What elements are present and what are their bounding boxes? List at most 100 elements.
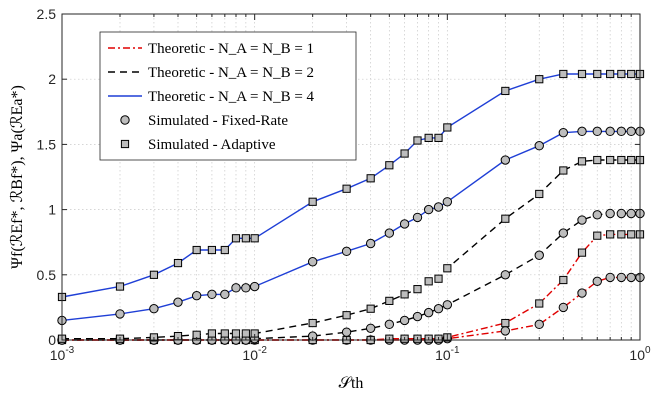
- data-point-N1-adaptive: [617, 230, 626, 239]
- data-point-N4-fixed: [412, 212, 423, 223]
- data-point-N1-fixed: [577, 288, 587, 298]
- data-point-N2-adaptive: [207, 329, 217, 338]
- data-point-N4-fixed: [577, 126, 587, 137]
- data-point-N4-adaptive: [434, 133, 443, 142]
- x-tick-label: 100: [629, 345, 651, 363]
- data-point-N4-adaptive: [501, 86, 510, 96]
- axes-frame: [61, 13, 641, 341]
- series-line-N1-adaptive: [62, 233, 640, 341]
- data-point-N4-fixed: [433, 202, 444, 212]
- data-point-N1-adaptive: [535, 299, 544, 308]
- data-point-N2-adaptive: [593, 155, 602, 165]
- data-point-N4-fixed: [115, 309, 125, 319]
- data-point-N2-fixed: [592, 210, 602, 220]
- y-tick-label: 0.5: [37, 267, 57, 283]
- data-point-N1-fixed: [592, 276, 602, 287]
- data-point-N2-adaptive: [385, 296, 394, 305]
- data-point-N2-fixed: [577, 215, 587, 225]
- legend-label: Theoretic - N_A = N_B = 4: [148, 89, 315, 105]
- data-point-N4-adaptive: [617, 69, 626, 79]
- data-point-N2-fixed: [534, 250, 544, 260]
- data-point-N4-fixed: [173, 297, 183, 307]
- data-point-N4-adaptive: [149, 270, 159, 279]
- y-tick-label: 0: [48, 332, 56, 348]
- y-tick-label: 2.5: [37, 6, 57, 22]
- data-point-N1-adaptive: [627, 230, 636, 239]
- legend-label: Theoretic - N_A = N_B = 2: [148, 65, 314, 81]
- data-point-N4-adaptive: [207, 245, 217, 255]
- data-point-N4-fixed: [399, 219, 410, 229]
- data-point-N4-adaptive: [535, 75, 544, 84]
- series-line-N2-adaptive: [62, 159, 640, 340]
- data-point-N2-adaptive: [424, 277, 433, 286]
- data-point-N1-fixed: [616, 272, 627, 283]
- data-point-N4-adaptive: [342, 184, 351, 193]
- data-point-N1-fixed: [534, 319, 544, 330]
- data-point-N4-fixed: [231, 283, 241, 293]
- data-point-N4-fixed: [307, 257, 318, 267]
- legend-label: Simulated - Fixed-Rate: [148, 113, 288, 129]
- data-point-N2-adaptive: [413, 285, 422, 294]
- data-point-N4-fixed: [534, 141, 544, 151]
- data-point-N2-adaptive: [443, 264, 452, 273]
- data-point-N4-adaptive: [250, 234, 259, 243]
- data-point-N4-fixed: [149, 304, 159, 314]
- series-line-N2: [62, 212, 640, 341]
- data-point-N4-adaptive: [559, 69, 568, 79]
- data-point-N4-adaptive: [443, 123, 452, 132]
- data-point-N2-fixed: [433, 304, 444, 314]
- y-tick-label: 1.5: [37, 136, 57, 152]
- x-tick-label: 10-2: [242, 345, 267, 363]
- data-point-N4-adaptive: [413, 136, 422, 145]
- legend-swatch-square: [120, 139, 130, 149]
- legend-label: Simulated - Adaptive: [148, 137, 276, 153]
- data-point-N2-adaptive: [627, 155, 636, 165]
- data-point-N1-fixed: [626, 272, 636, 283]
- data-point-N4-adaptive: [308, 197, 317, 206]
- data-point-N4-adaptive: [366, 174, 375, 183]
- data-point-N2-adaptive: [577, 157, 587, 166]
- data-point-N1-fixed: [500, 326, 511, 336]
- data-point-N4-adaptive: [115, 282, 125, 291]
- data-point-N2-adaptive: [501, 214, 510, 223]
- data-point-N4-adaptive: [385, 161, 394, 170]
- data-point-N2-fixed: [616, 208, 627, 219]
- data-point-N4-fixed: [626, 126, 636, 137]
- data-point-N1-adaptive: [577, 248, 587, 257]
- data-point-N4-adaptive: [577, 69, 587, 79]
- x-tick-label: 10-3: [50, 345, 75, 363]
- data-point-N4-adaptive: [400, 149, 409, 158]
- data-point-N4-fixed: [423, 204, 434, 215]
- y-axis-label: Ψf(ℛEf*, ℛBf*), Ψa(ℛEa*): [9, 85, 26, 269]
- data-point-N2-adaptive: [241, 329, 250, 338]
- data-point-N2-adaptive: [434, 274, 443, 283]
- y-tick-label: 2: [48, 71, 56, 87]
- data-point-N2-adaptive: [617, 155, 626, 165]
- data-point-N4-fixed: [241, 283, 251, 293]
- data-point-N2-fixed: [626, 208, 636, 219]
- data-point-N2-fixed: [558, 228, 569, 238]
- x-tick-label: 10-1: [435, 345, 460, 363]
- data-point-N4-adaptive: [231, 234, 241, 243]
- data-point-N4-adaptive: [192, 245, 201, 255]
- legend-label: Theoretic - N_A = N_B = 1: [148, 41, 314, 57]
- data-point-N4-fixed: [605, 126, 615, 137]
- data-point-N4-fixed: [500, 155, 511, 165]
- data-point-N2-adaptive: [231, 329, 241, 338]
- data-point-N2-fixed: [442, 300, 453, 310]
- data-point-N2-fixed: [412, 311, 423, 322]
- series-line-N4: [61, 130, 640, 322]
- data-point-N4-fixed: [442, 197, 453, 207]
- data-point-N4-fixed: [365, 238, 376, 249]
- data-point-N4-adaptive: [627, 69, 636, 79]
- data-point-N4-fixed: [558, 127, 569, 138]
- data-point-N2-adaptive: [606, 155, 615, 165]
- data-point-N2-fixed: [365, 323, 376, 333]
- data-point-N4-fixed: [249, 281, 260, 292]
- data-point-N4-fixed: [592, 126, 602, 137]
- data-point-N1-adaptive: [559, 275, 568, 285]
- data-point-N1-adaptive: [593, 231, 602, 240]
- data-point-N4-adaptive: [173, 258, 183, 268]
- data-point-N4-adaptive: [220, 245, 229, 255]
